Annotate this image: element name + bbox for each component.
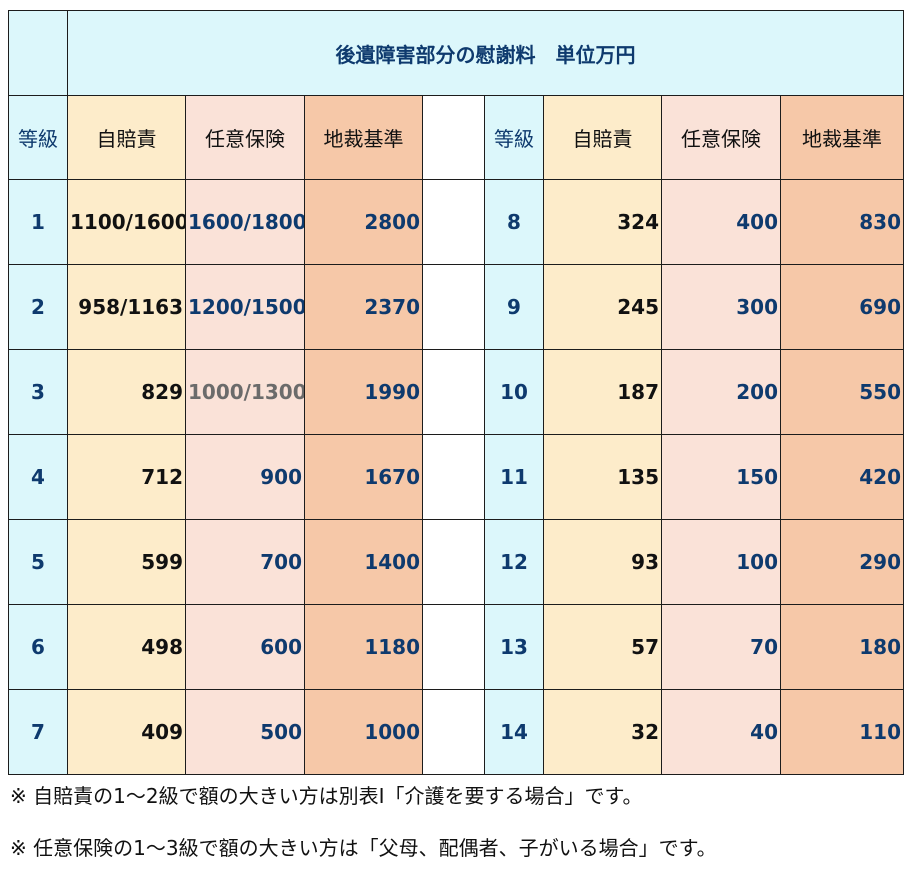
grade-cell: 7 [8, 689, 68, 775]
nini-cell: 150 [661, 434, 781, 520]
grade-cell: 10 [484, 349, 544, 435]
grade-cell: 1 [8, 179, 68, 265]
grade-cell: 6 [8, 604, 68, 690]
chisai-cell: 1400 [304, 519, 423, 605]
chisai-cell: 180 [780, 604, 904, 690]
grade-cell: 5 [8, 519, 68, 605]
chisai-cell: 2800 [304, 179, 423, 265]
grade-cell: 12 [484, 519, 544, 605]
jibaiseki-cell: 409 [67, 689, 186, 775]
gap-cell [422, 519, 485, 605]
table-row: 4 712 900 1670 11 135 150 420 [8, 434, 904, 520]
grade-cell: 9 [484, 264, 544, 350]
grade-cell: 13 [484, 604, 544, 690]
gap-cell [422, 179, 485, 265]
nini-cell: 70 [661, 604, 781, 690]
grade-cell: 14 [484, 689, 544, 775]
chisai-cell: 2370 [304, 264, 423, 350]
gap-cell [422, 604, 485, 690]
gap-cell [422, 434, 485, 520]
nini-cell: 700 [185, 519, 305, 605]
jibaiseki-cell: 1100/1600 [67, 179, 186, 265]
table-row: 5 599 700 1400 12 93 100 290 [8, 519, 904, 605]
grade-cell: 2 [8, 264, 68, 350]
table-title: 後遺障害部分の慰謝料 単位万円 [67, 10, 904, 96]
header-grade-left: 等級 [8, 95, 68, 180]
header-jibaiseki-left: 自賠責 [67, 95, 186, 180]
jibaiseki-cell: 93 [543, 519, 662, 605]
grade-cell: 3 [8, 349, 68, 435]
nini-cell: 500 [185, 689, 305, 775]
table-row: 1 1100/1600 1600/1800 2800 8 324 400 830 [8, 179, 904, 265]
nini-cell: 900 [185, 434, 305, 520]
chisai-cell: 1990 [304, 349, 423, 435]
compensation-table: 後遺障害部分の慰謝料 単位万円 等級 自賠責 任意保険 地裁基準 等級 自賠責 … [8, 10, 904, 775]
grade-cell: 11 [484, 434, 544, 520]
jibaiseki-cell: 599 [67, 519, 186, 605]
jibaiseki-cell: 958/1163 [67, 264, 186, 350]
jibaiseki-cell: 187 [543, 349, 662, 435]
gap-cell [422, 349, 485, 435]
chisai-cell: 290 [780, 519, 904, 605]
table-row: 6 498 600 1180 13 57 70 180 [8, 604, 904, 690]
chisai-cell: 110 [780, 689, 904, 775]
nini-cell: 600 [185, 604, 305, 690]
header-grade-right: 等級 [484, 95, 544, 180]
jibaiseki-cell: 135 [543, 434, 662, 520]
chisai-cell: 1180 [304, 604, 423, 690]
header-nini-left: 任意保険 [185, 95, 305, 180]
nini-cell: 100 [661, 519, 781, 605]
header-nini-right: 任意保険 [661, 95, 781, 180]
chisai-cell: 1000 [304, 689, 423, 775]
jibaiseki-cell: 57 [543, 604, 662, 690]
jibaiseki-cell: 324 [543, 179, 662, 265]
nini-cell: 40 [661, 689, 781, 775]
gap-cell [422, 689, 485, 775]
chisai-cell: 420 [780, 434, 904, 520]
table-row: 2 958/1163 1200/1500 2370 9 245 300 690 [8, 264, 904, 350]
corner-cell [8, 10, 68, 96]
chisai-cell: 830 [780, 179, 904, 265]
nini-cell: 1600/1800 [185, 179, 305, 265]
nini-cell: 1200/1500 [185, 264, 305, 350]
nini-cell: 200 [661, 349, 781, 435]
header-jibaiseki-right: 自賠責 [543, 95, 662, 180]
nini-cell: 300 [661, 264, 781, 350]
jibaiseki-cell: 829 [67, 349, 186, 435]
nini-cell: 1000/1300 [185, 349, 305, 435]
grade-cell: 4 [8, 434, 68, 520]
chisai-cell: 690 [780, 264, 904, 350]
jibaiseki-cell: 712 [67, 434, 186, 520]
table-row: 3 829 1000/1300 1990 10 187 200 550 [8, 349, 904, 435]
jibaiseki-cell: 32 [543, 689, 662, 775]
footnote-jibaiseki: ※ 自賠責の1～2級で額の大きい方は別表Ⅰ「介護を要する場合」です。 [10, 784, 643, 808]
jibaiseki-cell: 245 [543, 264, 662, 350]
header-chisai-left: 地裁基準 [304, 95, 423, 180]
chisai-cell: 1670 [304, 434, 423, 520]
gap-cell [422, 95, 485, 180]
nini-cell: 400 [661, 179, 781, 265]
jibaiseki-cell: 498 [67, 604, 186, 690]
footnote-nini: ※ 任意保険の1～3級で額の大きい方は「父母、配偶者、子がいる場合」です。 [10, 836, 717, 860]
grade-cell: 8 [484, 179, 544, 265]
header-chisai-right: 地裁基準 [780, 95, 904, 180]
chisai-cell: 550 [780, 349, 904, 435]
table-row: 7 409 500 1000 14 32 40 110 [8, 689, 904, 775]
gap-cell [422, 264, 485, 350]
